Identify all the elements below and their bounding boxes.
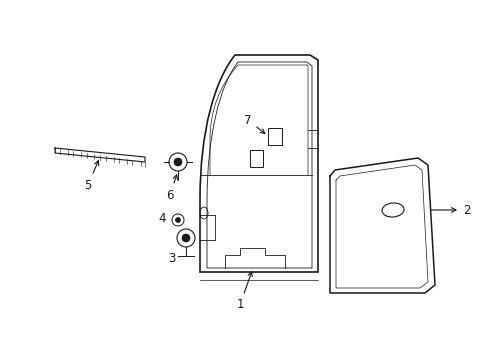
Text: 5: 5: [84, 161, 99, 192]
Circle shape: [182, 234, 190, 242]
Text: 7: 7: [244, 113, 264, 134]
Circle shape: [175, 217, 180, 222]
Circle shape: [174, 158, 182, 166]
Text: 1: 1: [236, 272, 252, 311]
Text: 6: 6: [166, 175, 177, 202]
Text: 2: 2: [462, 203, 469, 216]
Text: 3: 3: [168, 252, 175, 265]
Text: 4: 4: [158, 212, 165, 225]
